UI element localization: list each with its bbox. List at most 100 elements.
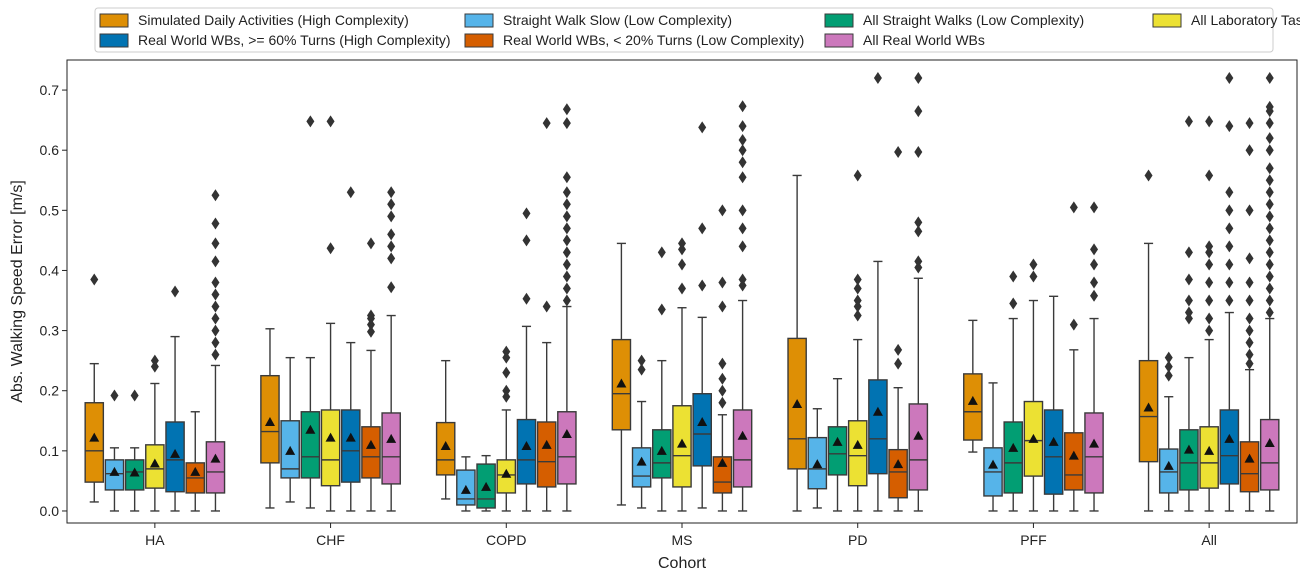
axes: 0.0 0.1 0.2 0.3 0.4 0.5 0.6 0.7 HA CHF COPD MS PD PFF…: [40, 59, 1298, 548]
outlier-marker: [211, 324, 220, 337]
outlier-marker: [542, 300, 551, 313]
x-tick-label: PD: [848, 532, 867, 548]
box-ha-4: [165, 285, 185, 512]
box-all-2: [1179, 115, 1199, 512]
box-iqr: [1064, 432, 1084, 491]
box-copd-5: [536, 117, 557, 512]
outlier-marker: [211, 300, 220, 313]
legend-item: Real World WBs, >= 60% Turns (High Compl…: [99, 32, 451, 48]
mean-marker: [285, 445, 296, 455]
outlier-marker: [1205, 312, 1214, 325]
mean-marker: [264, 416, 275, 426]
mean-marker: [967, 395, 978, 405]
outlier-marker: [562, 282, 571, 295]
box-iqr: [1003, 421, 1024, 494]
outlier-marker: [366, 309, 375, 322]
outlier-marker: [522, 207, 531, 220]
outlier-marker: [1029, 270, 1038, 283]
outlier-marker: [502, 366, 511, 379]
outlier-marker: [1225, 186, 1234, 199]
outlier-marker: [562, 198, 571, 211]
legend-swatch: [824, 13, 854, 28]
box-iqr: [1219, 409, 1240, 485]
mean-marker: [697, 416, 708, 426]
outlier-marker: [387, 252, 396, 265]
box-ms-6: [732, 100, 753, 512]
legend-swatch: [1152, 13, 1182, 28]
box-copd-4: [516, 207, 537, 512]
box-ms-1: [631, 354, 652, 509]
outlier-marker: [873, 72, 882, 85]
outlier-marker: [326, 242, 335, 255]
mean-marker: [792, 398, 803, 408]
outlier-marker: [1205, 240, 1214, 253]
box-iqr: [847, 420, 868, 487]
box-pff-2: [1003, 270, 1024, 512]
y-tick-label: 0.5: [40, 202, 60, 218]
mean-marker: [852, 439, 863, 449]
box-pd-4: [868, 72, 888, 512]
box-iqr: [300, 411, 321, 479]
outlier-marker: [1225, 258, 1234, 271]
mean-marker: [386, 433, 397, 443]
box-iqr: [631, 447, 652, 488]
mean-marker: [656, 445, 667, 455]
outlier-marker: [1245, 357, 1254, 370]
legend-item: All Real World WBs: [824, 32, 985, 48]
box-iqr: [827, 426, 848, 476]
outlier-marker: [853, 309, 862, 322]
outlier-marker: [1069, 201, 1078, 214]
outlier-marker: [211, 276, 220, 289]
legend-label: Real World WBs, < 20% Turns (Low Complex…: [503, 32, 804, 48]
outlier-marker: [718, 384, 727, 397]
box-all-5: [1239, 117, 1260, 512]
box-iqr: [361, 426, 381, 479]
x-tick-label: HA: [145, 532, 165, 548]
box-pff-5: [1064, 201, 1084, 512]
mean-marker: [893, 459, 904, 469]
outlier-marker: [1184, 273, 1193, 286]
outlier-marker: [387, 281, 396, 294]
box-iqr: [712, 456, 733, 494]
mean-marker: [812, 459, 823, 469]
outlier-marker: [1090, 201, 1099, 214]
outlier-marker: [1164, 351, 1173, 364]
outlier-marker: [211, 288, 220, 301]
outlier-marker: [678, 282, 686, 295]
outlier-marker: [853, 169, 862, 182]
mean-marker: [717, 457, 728, 467]
box-copd-6: [557, 103, 577, 512]
box-chf-4: [340, 186, 361, 512]
outlier-marker: [1265, 132, 1274, 145]
x-tick-label: PFF: [1020, 532, 1046, 548]
outlier-marker: [211, 348, 220, 361]
outlier-marker: [387, 228, 396, 241]
outlier-marker: [1184, 115, 1193, 128]
outlier-marker: [387, 186, 396, 199]
outlier-marker: [1205, 169, 1214, 182]
outlier-marker: [1265, 270, 1274, 283]
outlier-marker: [1090, 289, 1099, 302]
outlier-marker: [542, 117, 551, 130]
box-iqr: [888, 448, 908, 499]
outlier-marker: [1069, 318, 1078, 331]
mean-marker: [636, 456, 647, 466]
outlier-marker: [738, 133, 747, 146]
legend-swatch: [464, 13, 494, 28]
outlier-marker: [562, 294, 571, 307]
outlier-marker: [1265, 198, 1274, 211]
outlier-marker: [1205, 276, 1214, 289]
legend-item: Real World WBs, < 20% Turns (Low Complex…: [464, 32, 804, 48]
mean-marker: [129, 467, 140, 477]
mean-marker: [460, 484, 471, 494]
outlier-marker: [1265, 294, 1274, 307]
outlier-marker: [1265, 162, 1274, 175]
legend-swatch: [824, 33, 854, 48]
legend-swatch: [99, 13, 129, 28]
legend-item: All Straight Walks (Low Complexity): [824, 12, 1084, 28]
outlier-marker: [1245, 204, 1254, 217]
outlier-marker: [1205, 324, 1214, 337]
outlier-marker: [894, 145, 903, 158]
box-copd-1: [456, 456, 476, 512]
